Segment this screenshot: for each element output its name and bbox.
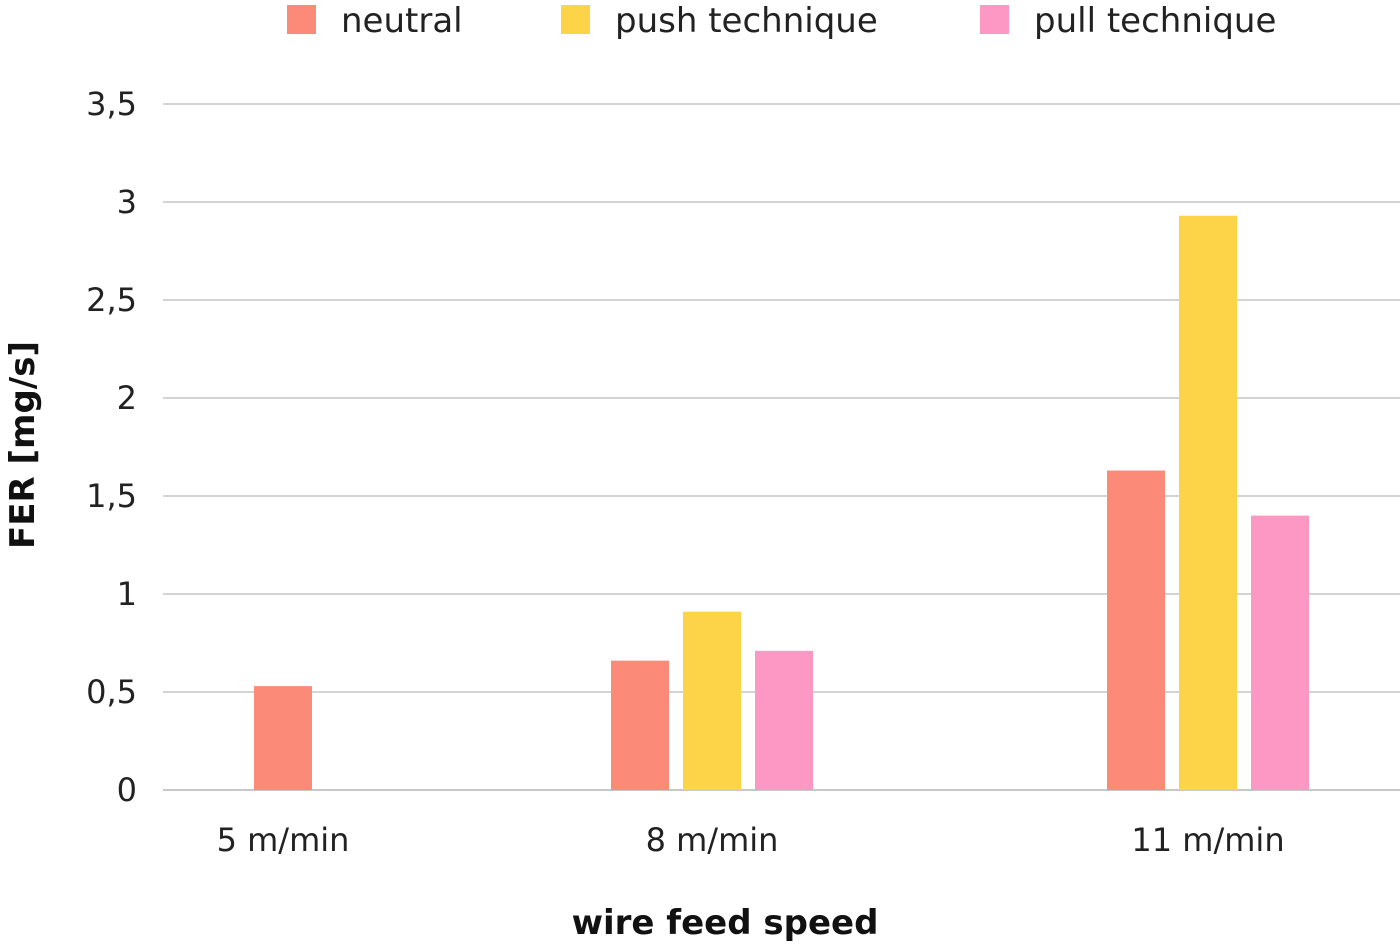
y-tick-label: 3 — [117, 183, 137, 221]
legend-label-push-technique: push technique — [615, 1, 878, 41]
y-axis-title: FER [mg/s] — [3, 341, 43, 549]
y-tick-label: 0 — [117, 771, 137, 809]
legend-label-neutral: neutral — [341, 1, 463, 41]
legend: neutral push technique pull technique — [287, 1, 1276, 41]
x-axis-title: wire feed speed — [572, 903, 879, 943]
bar-neutral-2 — [1107, 470, 1165, 790]
bar-pull-technique-1 — [755, 650, 813, 790]
x-tick-label: 8 m/min — [646, 821, 779, 859]
bar-pull-technique-2 — [1251, 515, 1309, 790]
bar-push-technique-1 — [683, 611, 741, 790]
legend-swatch-push-technique — [561, 5, 590, 34]
x-tick-label: 5 m/min — [217, 821, 350, 859]
y-tick-label: 1,5 — [86, 477, 137, 515]
gridlines — [163, 103, 1400, 791]
bar-neutral-1 — [611, 660, 669, 790]
bars — [254, 215, 1309, 791]
legend-label-pull-technique: pull technique — [1034, 1, 1276, 41]
y-axis-ticks: 0 0,5 1 1,5 2 2,5 3 3,5 — [86, 85, 137, 809]
legend-swatch-neutral — [287, 5, 316, 34]
y-tick-label: 3,5 — [86, 85, 137, 123]
bar-push-technique-2 — [1179, 215, 1237, 791]
x-axis-ticks: 5 m/min 8 m/min 11 m/min — [217, 821, 1285, 859]
legend-swatch-pull-technique — [980, 5, 1009, 34]
y-tick-label: 1 — [117, 575, 137, 613]
bar-neutral-0 — [254, 686, 312, 790]
y-tick-label: 2 — [117, 379, 137, 417]
y-tick-label: 0,5 — [86, 673, 137, 711]
x-tick-label: 11 m/min — [1131, 821, 1284, 859]
y-tick-label: 2,5 — [86, 281, 137, 319]
